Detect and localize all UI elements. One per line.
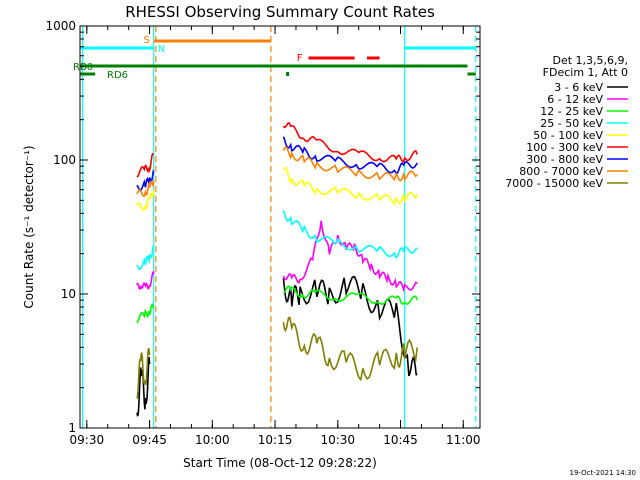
- legend-item-label: 3 - 6 keV: [554, 81, 603, 94]
- y-axis-label: Count Rate (s⁻¹ detector⁻¹): [22, 145, 36, 308]
- x-tick-label: 10:45: [383, 433, 418, 447]
- x-tick-label: 09:45: [132, 433, 167, 447]
- x-tick-label: 09:30: [70, 433, 105, 447]
- legend-item-label: 12 - 25 keV: [540, 105, 603, 118]
- flag-label-n: N: [158, 44, 165, 55]
- series-line-2: [283, 285, 419, 306]
- legend-header: Det 1,3,5,6,9,: [552, 54, 628, 67]
- series-line-8: [136, 347, 151, 399]
- y-axis: 1 10 100 1000: [45, 19, 480, 435]
- flag-marker: [286, 72, 290, 76]
- legend: Det 1,3,5,6,9,FDecim 1, Att 0 3 - 6 keV6 …: [505, 54, 628, 190]
- plot-area: NS F RB0 RD6: [73, 25, 481, 429]
- series-line-5: [136, 152, 154, 178]
- y-tick-label: 100: [53, 153, 76, 167]
- flag-label-rb0: RB0: [73, 62, 93, 73]
- x-axis-label: Start Time (08-Oct-12 09:28:22): [183, 456, 377, 470]
- series-line-4: [136, 189, 155, 211]
- y-tick-label: 1000: [45, 19, 76, 33]
- chart-title: RHESSI Observing Summary Count Rates: [125, 3, 435, 21]
- x-tick-label: 10:00: [195, 433, 230, 447]
- y-tick-label: 1: [68, 421, 76, 435]
- x-tick-label: 10:30: [320, 433, 355, 447]
- legend-item-label: 100 - 300 keV: [526, 141, 603, 154]
- series-line-5: [282, 121, 419, 163]
- series-line-7: [136, 180, 155, 197]
- generation-timestamp: 19-Oct-2021 14:30: [570, 469, 636, 477]
- legend-item-label: 6 - 12 keV: [547, 93, 603, 106]
- series-line-1: [136, 270, 155, 290]
- plot-frame: [79, 25, 481, 429]
- series-line-6: [136, 169, 155, 192]
- series-line-2: [136, 302, 155, 324]
- flag-label-s: S: [143, 35, 149, 46]
- series-line-8: [282, 316, 419, 382]
- series-line-3: [282, 210, 418, 260]
- y-tick-label: 10: [61, 287, 76, 301]
- legend-item-label: 50 - 100 keV: [533, 129, 603, 142]
- series-line-3: [136, 245, 155, 271]
- flag-label-rd6: RD6: [107, 70, 128, 81]
- series-line-7: [282, 146, 418, 182]
- flag-label-f: F: [297, 53, 303, 64]
- x-tick-label: 10:15: [258, 433, 293, 447]
- series-line-1: [282, 220, 418, 293]
- series-line-6: [282, 136, 418, 175]
- legend-header: FDecim 1, Att 0: [543, 66, 628, 79]
- legend-item-label: 25 - 50 keV: [540, 117, 603, 130]
- legend-item-label: 300 - 800 keV: [526, 153, 603, 166]
- series-line-4: [282, 166, 419, 205]
- legend-item-label: 7000 - 15000 keV: [505, 177, 603, 190]
- legend-item-label: 800 - 7000 keV: [519, 165, 603, 178]
- x-tick-label: 11:00: [446, 433, 481, 447]
- x-axis: 09:30 09:45 10:00 10:15 10:30 10:45 11:00: [70, 26, 481, 447]
